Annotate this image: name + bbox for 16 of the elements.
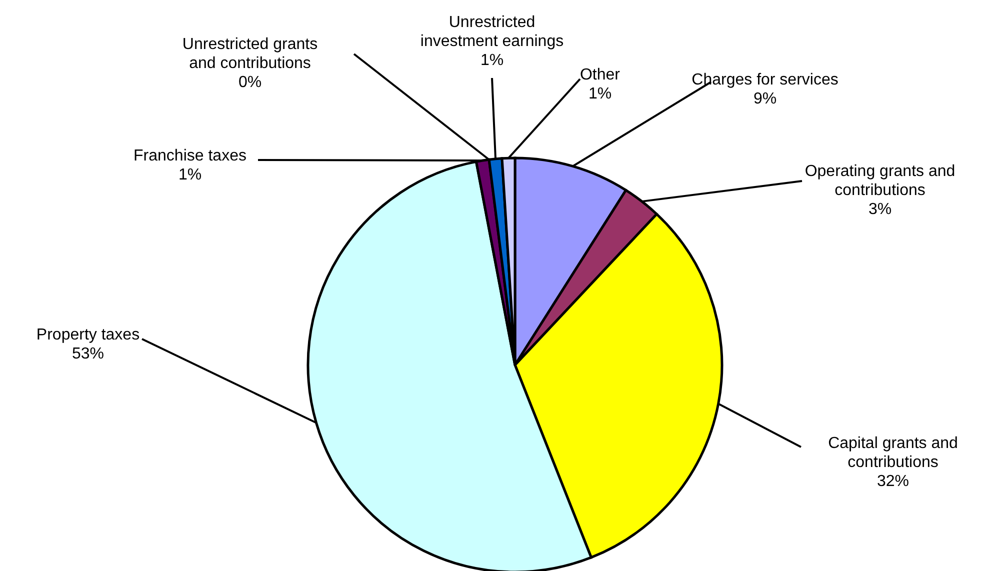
slice-label: Operating grants and contributions xyxy=(804,163,956,200)
slice-label: Charges for services xyxy=(692,72,838,89)
data-label: 53% xyxy=(72,346,104,363)
category-label: Unrestricted grants and contributions xyxy=(182,36,318,72)
data-label: 9% xyxy=(753,90,777,108)
slice-label: Capital grants and contributions xyxy=(828,435,958,472)
data-label: 1% xyxy=(480,52,504,70)
slice-label: Property taxes xyxy=(36,326,140,344)
data-label: 1% xyxy=(588,86,612,103)
slice-label: Unrestricted investment earnings xyxy=(420,14,564,50)
data-label: 32% xyxy=(876,473,910,490)
slice-label: Other xyxy=(580,66,621,84)
data-label: 1% xyxy=(178,166,202,184)
text: 0% xyxy=(238,74,262,92)
data-label: 3% xyxy=(868,201,892,218)
slice-label: Franchise taxes xyxy=(134,148,246,165)
